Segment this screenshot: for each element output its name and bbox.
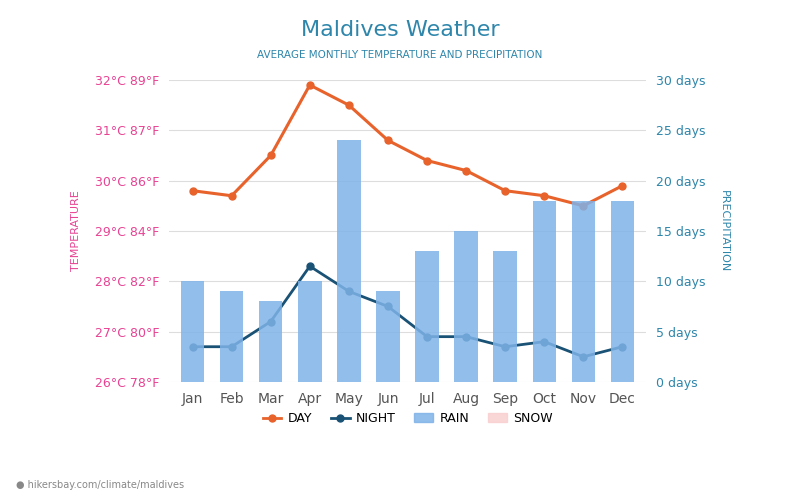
- Text: ● hikersbay.com/climate/maldives: ● hikersbay.com/climate/maldives: [16, 480, 184, 490]
- DAY: [618, 182, 627, 188]
- DAY: [227, 192, 237, 198]
- NIGHT: [188, 344, 198, 349]
- NIGHT: [422, 334, 432, 340]
- Bar: [454, 231, 478, 382]
- DAY: [305, 82, 314, 88]
- NIGHT: [618, 344, 627, 349]
- Bar: [220, 292, 243, 382]
- NIGHT: [578, 354, 588, 360]
- NIGHT: [266, 318, 275, 324]
- DAY: [422, 158, 432, 164]
- Bar: [376, 292, 400, 382]
- NIGHT: [501, 344, 510, 349]
- Bar: [572, 201, 595, 382]
- Bar: [610, 201, 634, 382]
- DAY: [578, 203, 588, 209]
- NIGHT: [344, 288, 354, 294]
- NIGHT: [305, 263, 314, 269]
- DAY: [188, 188, 198, 194]
- Bar: [494, 251, 517, 382]
- DAY: [383, 138, 393, 143]
- Text: AVERAGE MONTHLY TEMPERATURE AND PRECIPITATION: AVERAGE MONTHLY TEMPERATURE AND PRECIPIT…: [258, 50, 542, 60]
- Bar: [337, 140, 361, 382]
- Line: NIGHT: NIGHT: [189, 262, 626, 360]
- Y-axis label: TEMPERATURE: TEMPERATURE: [71, 190, 81, 272]
- Bar: [181, 282, 204, 382]
- DAY: [539, 192, 549, 198]
- Line: DAY: DAY: [189, 82, 626, 210]
- NIGHT: [462, 334, 471, 340]
- DAY: [344, 102, 354, 108]
- Legend: DAY, NIGHT, RAIN, SNOW: DAY, NIGHT, RAIN, SNOW: [258, 407, 558, 430]
- Bar: [415, 251, 438, 382]
- Bar: [533, 201, 556, 382]
- DAY: [501, 188, 510, 194]
- NIGHT: [539, 338, 549, 344]
- Bar: [259, 302, 282, 382]
- Text: Maldives Weather: Maldives Weather: [301, 20, 499, 40]
- NIGHT: [383, 304, 393, 310]
- Y-axis label: PRECIPITATION: PRECIPITATION: [719, 190, 729, 272]
- DAY: [266, 152, 275, 158]
- Bar: [298, 282, 322, 382]
- DAY: [462, 168, 471, 173]
- NIGHT: [227, 344, 237, 349]
